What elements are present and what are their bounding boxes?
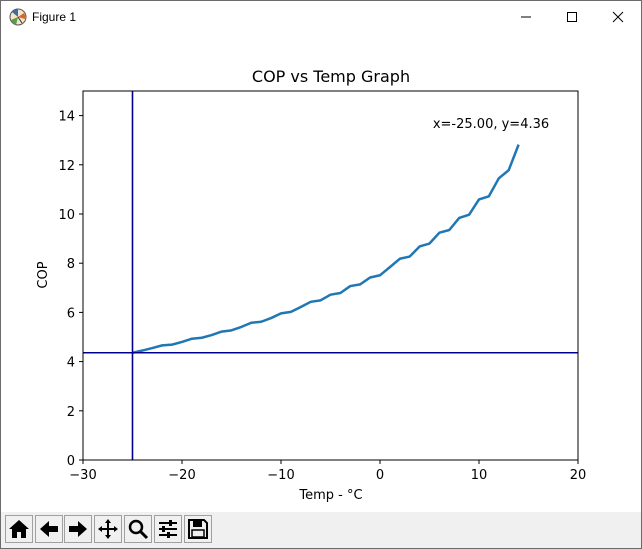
y-tick-label: 4 [67,356,75,371]
zoom-button[interactable] [124,515,152,543]
zoom-magnifier-icon [128,519,149,540]
forward-button[interactable] [64,515,92,543]
y-tick-label: 10 [58,208,75,223]
y-tick-label: 14 [58,110,75,125]
save-icon [188,519,208,539]
pan-move-icon [98,519,118,539]
close-icon [612,11,624,22]
back-button[interactable] [35,515,63,543]
y-tick-label: 6 [67,306,75,321]
y-axis-label: COP [36,261,51,288]
home-icon [9,520,29,538]
close-button[interactable] [595,1,641,32]
x-tick-label: −10 [267,468,294,483]
axes-frame [82,90,579,461]
minimize-icon [521,16,531,17]
x-tick-label: −20 [168,468,195,483]
configure-subplots-icon [159,520,177,538]
cursor-coordinate-readout: x=-25.00, y=4.36 [433,117,549,132]
minimize-button[interactable] [503,1,549,32]
x-tick-label: 0 [376,468,384,483]
y-tick-label: 0 [67,454,75,469]
title-bar[interactable]: Figure 1 [1,1,641,32]
x-tick-label: 20 [570,468,587,483]
cop-vs-temp-chart[interactable]: COP vs Temp Graph −30 −20 −10 0 10 20 0 2 4 6 8 10 1… [1,32,641,512]
navigation-toolbar [1,512,641,548]
y-tick-label: 12 [58,159,75,174]
plot-axes: −30 −20 −10 0 10 20 0 2 4 6 8 10 12 14 [58,90,587,483]
save-button[interactable] [184,515,212,543]
y-tick-label: 2 [67,405,75,420]
matplotlib-icon [9,8,27,26]
series-line-0 [132,144,520,354]
maximize-button[interactable] [549,1,595,32]
maximize-icon [567,11,577,22]
configure-subplots-button[interactable] [154,515,182,543]
pan-button[interactable] [94,515,122,543]
window-title: Figure 1 [32,10,77,24]
y-tick-label: 8 [67,257,75,272]
x-axis-label: Temp - °C [298,488,362,503]
x-tick-label: −30 [69,468,96,483]
forward-arrow-icon [69,521,87,537]
back-arrow-icon [40,521,58,537]
chart-title: COP vs Temp Graph [252,67,410,86]
figure-canvas[interactable]: COP vs Temp Graph −30 −20 −10 0 10 20 0 2 4 6 8 10 1… [1,32,641,512]
home-button[interactable] [5,515,33,543]
x-tick-label: 10 [471,468,488,483]
